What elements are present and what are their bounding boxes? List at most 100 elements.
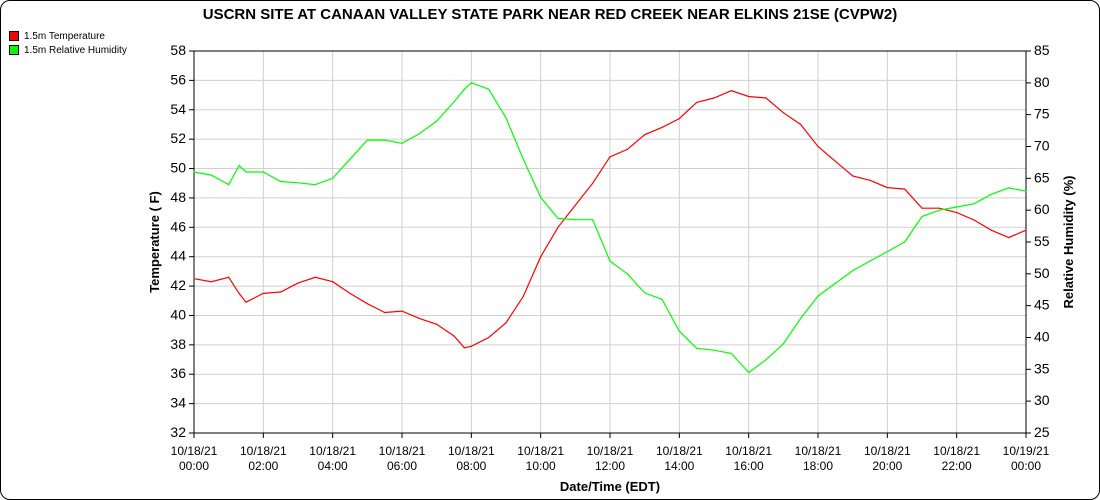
legend-label: 1.5m Temperature <box>24 30 105 42</box>
humidity-point <box>748 371 750 374</box>
humidity-point <box>696 347 698 349</box>
x-tick-label-time: 00:00 <box>1011 459 1041 473</box>
temperature-point <box>678 117 680 120</box>
y-tick-label: 46 <box>170 218 186 234</box>
temperature-point <box>973 219 975 221</box>
x-tick-label-time: 00:00 <box>179 459 209 473</box>
humidity-point <box>626 273 628 275</box>
x-tick-label-time: 14:00 <box>664 459 694 473</box>
humidity-point <box>505 117 507 119</box>
temperature-point <box>238 292 240 295</box>
humidity-point <box>280 180 282 183</box>
y2-tick-label: 25 <box>1034 424 1050 440</box>
humidity-point <box>713 349 715 351</box>
temperature-point <box>384 311 386 314</box>
humidity-point <box>730 352 732 355</box>
temperature-point <box>314 276 316 278</box>
x-tick-label-date: 10/18/21 <box>517 444 564 458</box>
y-tick-label: 44 <box>170 248 186 264</box>
temperature-point <box>661 126 663 128</box>
axes: 32 34 36 38 40 42 44 46 48 50 52 54 56 58 25 30 35 40 45 50… <box>170 42 1049 473</box>
y2-tick-label: 40 <box>1034 329 1050 345</box>
y-tick-label: 58 <box>170 42 186 58</box>
temperature-point <box>505 322 507 324</box>
humidity-point <box>938 209 940 211</box>
temperature-point <box>938 207 940 209</box>
humidity-point <box>782 343 784 345</box>
humidity-point <box>644 292 646 294</box>
temperature-point <box>626 148 628 151</box>
temperature-point <box>1025 229 1027 231</box>
x-axis-label: Date/Time (EDT) <box>560 479 660 494</box>
y2-tick-label: 30 <box>1034 392 1050 408</box>
x-tick-label-time: 04:00 <box>318 459 348 473</box>
x-tick-label-date: 10/18/21 <box>656 444 703 458</box>
temperature-point <box>609 156 611 158</box>
temperature-point <box>193 278 195 280</box>
x-tick-label-date: 10/18/21 <box>171 444 218 458</box>
temperature-point <box>886 187 888 189</box>
y2-tick-label: 75 <box>1034 106 1050 122</box>
humidity-point <box>557 217 559 220</box>
x-tick-label-time: 16:00 <box>734 459 764 473</box>
y-axis-label: Temperature ( F) <box>147 191 162 293</box>
y2-tick-label: 70 <box>1034 138 1050 154</box>
temperature-point <box>713 97 715 99</box>
y-tick-label: 56 <box>170 71 186 87</box>
x-tick-label-date: 10/18/21 <box>379 444 426 458</box>
series-lines <box>193 82 1027 374</box>
humidity-point <box>765 359 767 361</box>
y2-tick-label: 50 <box>1034 265 1050 281</box>
legend: 1.5m Temperature 1.5m Relative Humidity <box>9 29 127 57</box>
y2-tick-label: 85 <box>1034 42 1050 58</box>
temperature-point <box>730 90 732 92</box>
temperature-point <box>904 188 906 190</box>
temperature-point <box>817 145 819 148</box>
humidity-point <box>574 219 576 221</box>
legend-label: 1.5m Relative Humidity <box>24 44 127 56</box>
x-tick-label-date: 10/18/21 <box>240 444 287 458</box>
temperature-point <box>210 281 212 283</box>
temperature-point <box>696 101 698 104</box>
temperature-point <box>800 123 802 126</box>
y2-tick-label: 80 <box>1034 74 1050 90</box>
y-tick-label: 36 <box>170 365 186 381</box>
grid <box>194 51 1026 433</box>
x-tick-label-date: 10/18/21 <box>795 444 842 458</box>
temperature-point <box>470 345 472 347</box>
plot-border <box>193 50 1027 434</box>
temperature-point <box>488 336 490 339</box>
temperature-point <box>228 276 230 278</box>
temperature-point <box>765 97 767 99</box>
x-tick-label-time: 12:00 <box>595 459 625 473</box>
humidity-point <box>314 184 316 186</box>
x-tick-label-date: 10/18/21 <box>587 444 634 458</box>
humidity-point <box>592 219 594 221</box>
humidity-point <box>418 133 420 135</box>
y-tick-label: 40 <box>170 306 186 322</box>
temperature-point <box>418 317 420 319</box>
legend-item-humidity: 1.5m Relative Humidity <box>9 43 127 57</box>
temperature-point <box>453 335 455 337</box>
humidity-point <box>1025 190 1027 192</box>
x-tick-label-date: 10/18/21 <box>864 444 911 458</box>
y-tick-label: 54 <box>170 101 186 117</box>
humidity-point <box>470 82 472 84</box>
temperature-point <box>782 112 784 114</box>
y-tick-label: 32 <box>170 424 186 440</box>
humidity-point <box>262 171 264 173</box>
humidity-point <box>540 196 542 199</box>
temperature-point <box>522 295 524 297</box>
y-tick-label: 42 <box>170 277 186 293</box>
x-tick-label-time: 10:00 <box>526 459 556 473</box>
x-tick-label-time: 08:00 <box>456 459 486 473</box>
humidity-point <box>956 206 958 208</box>
humidity-point <box>366 139 368 141</box>
humidity-point <box>817 295 819 297</box>
temperature-point <box>869 179 871 181</box>
legend-swatch-red <box>9 31 19 41</box>
humidity-point <box>522 158 524 160</box>
temperature-point <box>349 292 351 295</box>
